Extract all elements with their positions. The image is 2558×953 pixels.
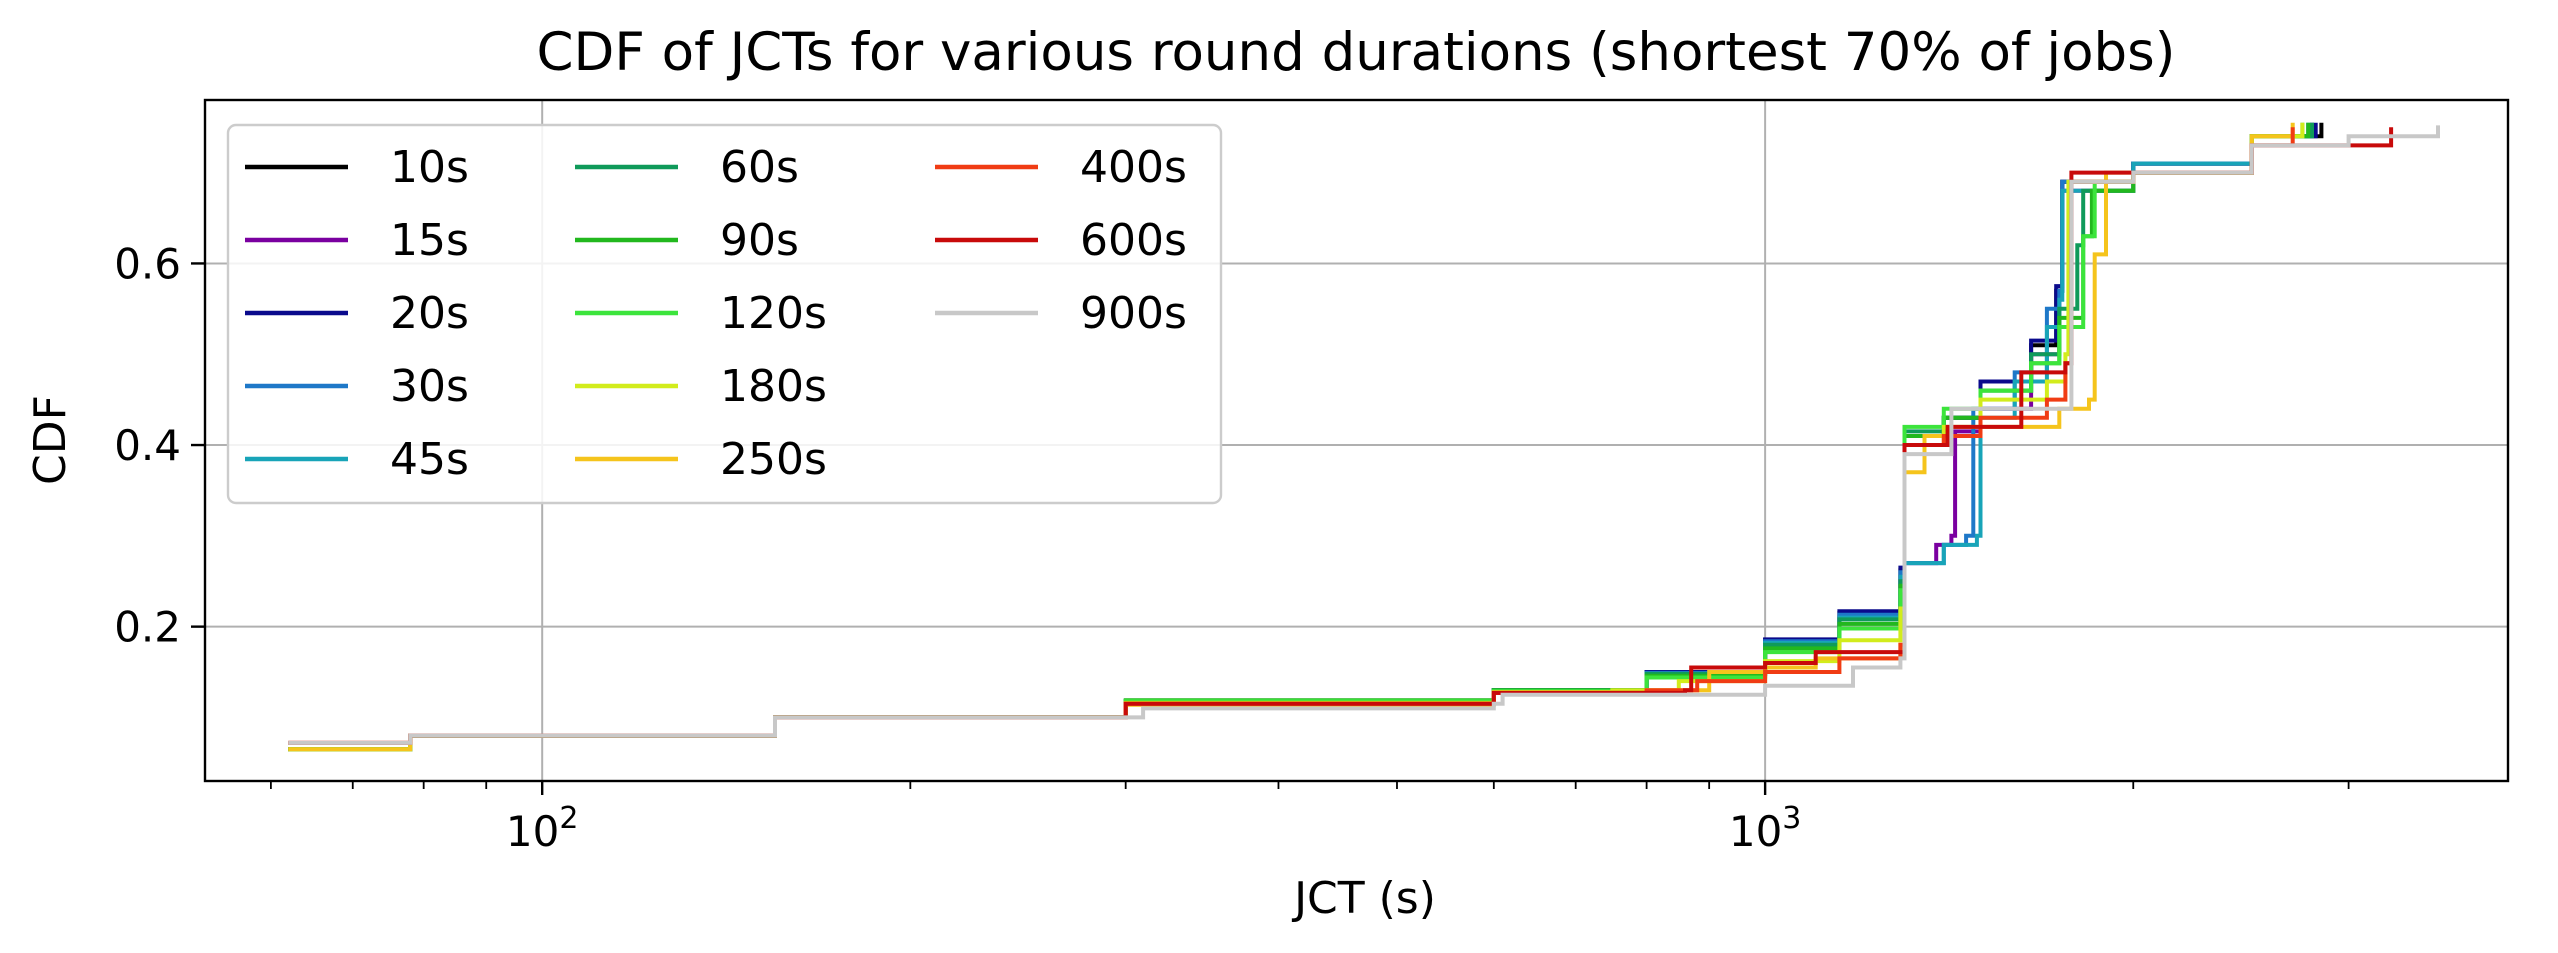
series-lines — [288, 122, 2440, 752]
axis-ticks: 102 103 0.2 0.4 0.6 — [114, 239, 2350, 856]
x-tick-label: 103 — [1729, 801, 1802, 856]
y-tick-label: 0.2 — [114, 603, 181, 652]
legend-label: 20s — [390, 288, 469, 339]
legend-label: 400s — [1080, 142, 1187, 193]
legend-label: 10s — [390, 142, 469, 193]
series-line — [288, 125, 2440, 745]
axes-frame — [203, 98, 2510, 783]
legend-label: 15s — [390, 215, 469, 266]
legend-label: 900s — [1080, 288, 1187, 339]
legend-label: 600s — [1080, 215, 1187, 266]
legend-label: 45s — [390, 434, 469, 485]
legend-label: 180s — [720, 361, 827, 412]
legend-label: 30s — [390, 361, 469, 412]
legend-label: 120s — [720, 288, 827, 339]
legend-label: 90s — [720, 215, 799, 266]
legend-box — [226, 123, 1223, 505]
legend-label: 60s — [720, 142, 799, 193]
y-tick-label: 0.6 — [114, 239, 181, 288]
chart-title: CDF of JCTs for various round durations … — [537, 22, 2176, 83]
x-axis-label: JCT (s) — [1291, 873, 1436, 924]
legend: 10s 15s 20s 30s 45s 60s 90s 120s 180s 250s 400s 600… — [226, 123, 1223, 505]
legend-label: 250s — [720, 434, 827, 485]
y-axis-label: CDF — [25, 395, 76, 485]
x-tick-label: 102 — [506, 801, 579, 856]
y-tick-label: 0.4 — [114, 421, 181, 470]
